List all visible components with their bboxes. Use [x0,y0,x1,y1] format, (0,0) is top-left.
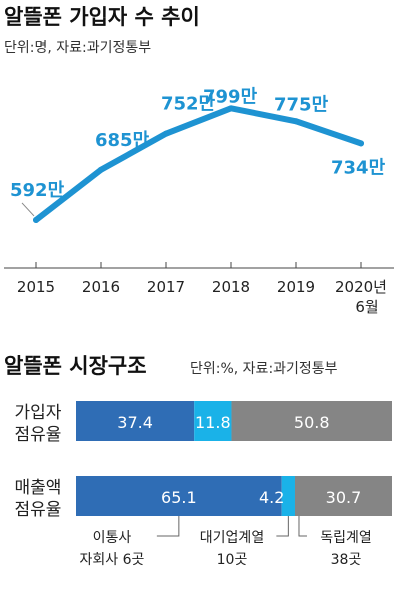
value-label-2015: 592만 [10,180,65,201]
legend-note-1: 대기업계열 [200,530,264,546]
bar-value-label: 11.8 [195,413,231,432]
value-label-2017: 752만 [161,94,216,115]
bar-segment-subscribers-1 [194,401,232,441]
data-point-2017 [163,130,169,137]
bar-chart-subtitle: 단위:%, 자료:과기정통부 [190,361,338,377]
data-point-2018 [228,105,234,112]
row-label: 매출액 [15,478,62,498]
x-tick-label: 2018 [212,278,250,296]
bar-value-label: 50.8 [294,413,330,432]
x-tick-label-line2: 6월 [355,298,378,316]
bar-segment-revenue-1 [281,476,295,516]
data-point-2015 [33,216,39,223]
legend-connector-2 [298,516,307,537]
row-label-line2: 점유율 [15,425,62,445]
bar-value-label: 30.7 [326,488,362,507]
legend-note-0: 이통사 [93,530,132,546]
series-line [33,105,364,223]
legend-note-1-line2: 10곳 [217,552,248,568]
bar-chart-title: 알뜰폰 시장구조 [4,354,147,378]
data-point-2020년 6월 [358,140,364,147]
legend-note-2-line2: 38곳 [331,552,362,568]
legend-connector-0 [156,516,180,537]
bar-segment-subscribers-0 [76,401,195,441]
value-label-2019: 775만 [274,94,329,115]
x-tick-label: 2020년 [335,278,387,296]
bar-value-label: 65.1 [161,488,197,507]
legend-note-2: 독립계열 [320,530,372,546]
value-label-2018: 799만 [203,86,258,107]
row-label: 가입자 [15,403,62,423]
bar-segment-revenue-2 [294,476,392,516]
legend-connector-1 [276,516,289,537]
line-chart-subtitle: 단위:명, 자료:과기정통부 [4,40,151,56]
x-tick-label: 2019 [277,278,315,296]
value-label-leader [21,202,35,217]
value-label-2020년 6월: 734만 [331,157,386,178]
x-tick-label: 2016 [82,278,120,296]
data-point-2016 [98,166,104,173]
bar-segment-revenue-0 [76,476,282,516]
bar-value-label: 37.4 [117,413,153,432]
line-chart-title: 알뜰폰 가입자 수 추이 [4,5,200,29]
row-label-line2: 점유율 [15,500,62,520]
bar-value-label: 4.2 [259,488,284,507]
x-tick-label: 2017 [147,278,185,296]
legend-note-0-line2: 자회사 6곳 [80,552,145,568]
value-label-2016: 685만 [95,130,150,151]
data-point-2019 [293,118,299,125]
bar-segment-subscribers-2 [231,401,392,441]
x-tick-label: 2015 [17,278,55,296]
